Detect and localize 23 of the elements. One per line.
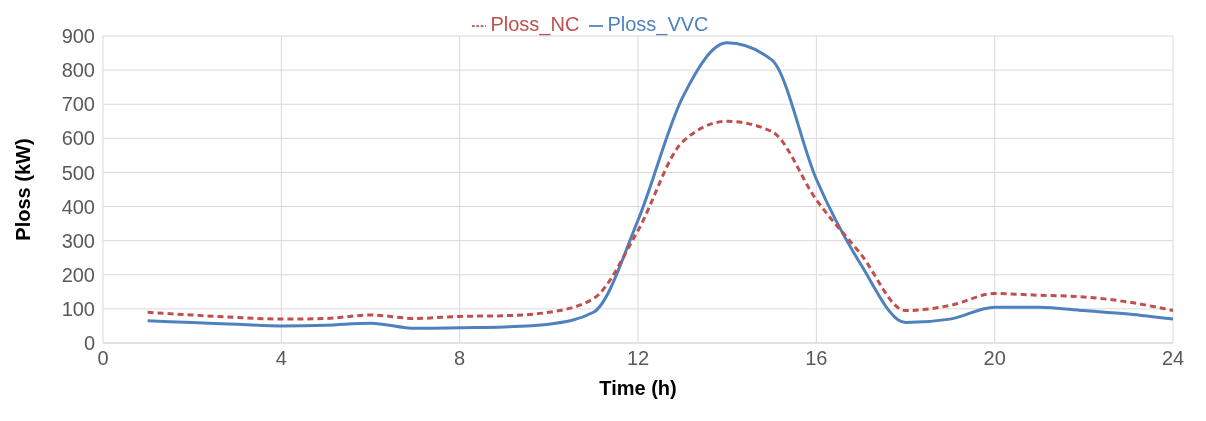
y-tick-label: 600 xyxy=(61,127,95,150)
y-tick-label: 700 xyxy=(61,93,95,116)
y-tick-label: 200 xyxy=(61,263,95,286)
legend-label: Ploss_NC xyxy=(490,13,580,35)
x-tick-label: 0 xyxy=(97,347,109,370)
y-tick-label: 100 xyxy=(61,297,95,320)
x-tick-label: 16 xyxy=(805,347,828,370)
line-series xyxy=(146,119,1173,321)
x-tick-label: 12 xyxy=(626,347,650,370)
y-tick-label: 0 xyxy=(83,332,95,355)
y-axis-title: Ploss (kW) xyxy=(12,138,35,241)
x-tick-label: 4 xyxy=(275,347,287,370)
line-series xyxy=(146,41,1173,330)
x-tick-label: 8 xyxy=(454,347,466,370)
y-tick-label: 300 xyxy=(61,229,95,252)
x-axis-title: Time (h) xyxy=(599,377,677,399)
y-tick-label: 900 xyxy=(61,25,95,48)
x-tick-label: 20 xyxy=(983,347,1006,370)
y-tick-label: 400 xyxy=(61,195,95,218)
y-tick-label: 500 xyxy=(61,161,95,184)
y-tick-label: 800 xyxy=(61,59,95,82)
x-tick-label: 24 xyxy=(1161,347,1185,370)
legend-label: Ploss_VVC xyxy=(607,13,709,35)
